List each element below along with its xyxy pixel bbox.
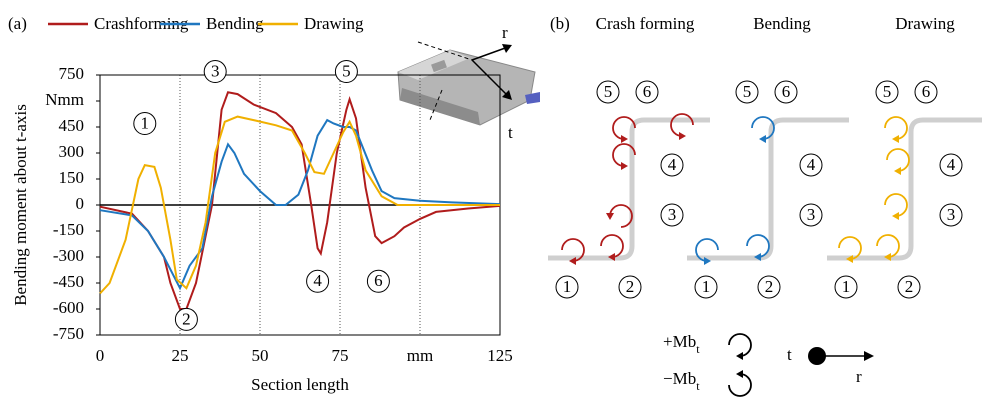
arrow-head [736,370,743,378]
panel-label: (b) [550,14,570,33]
y-tick-label: -600 [53,298,84,317]
legend-subscript: t [696,379,700,393]
number-label: 3 [947,205,956,224]
arrow-head [864,351,874,361]
moment-arrow [877,235,899,257]
number-label: 1 [702,277,711,296]
arrow-head [621,162,628,170]
legend-axis: t [787,345,792,364]
arrow-head [679,132,686,140]
legend-label: Bending [206,14,264,33]
number-label: 5 [883,82,892,101]
column-title: Drawing [895,14,955,33]
y-tick-label: 0 [76,194,85,213]
moment-arrow [885,194,907,216]
number-label: 4 [807,155,816,174]
number-label: 3 [807,205,816,224]
number-label: 3 [668,205,677,224]
column-title: Bending [753,14,811,33]
legend-text: +Mbt [663,332,700,356]
y-tick-label: 750 [59,64,85,83]
y-tick-label: 450 [59,116,85,135]
number-label: 1 [563,277,572,296]
column-title: Crash forming [596,14,695,33]
y-tick-label: -450 [53,272,84,291]
moment-arrow [610,205,632,227]
legend-axis: r [856,367,862,386]
arrow-head [606,213,614,220]
part-sketch [398,42,540,125]
panel-label: (a) [8,14,27,33]
axis-label: t [508,123,513,142]
legend-subscript: t [696,342,700,356]
x-tick-label: 0 [96,346,105,365]
number-label: 4 [668,155,677,174]
arrow-head [621,135,628,143]
y-axis-title: Bending moment about t-axis [11,104,30,306]
number-label: 6 [782,82,791,101]
moment-arrow [729,334,751,356]
y-tick-label: -150 [53,220,84,239]
number-label: 3 [211,61,220,80]
profile [687,120,849,258]
legend-text: −Mbt [663,369,700,393]
number-label: 6 [374,271,383,290]
arrow-head [892,135,899,143]
number-label: 1 [141,113,150,132]
number-label: 1 [842,277,851,296]
x-tick-label: 125 [487,346,513,365]
x-tick-label: 50 [252,346,269,365]
figure: (a) Bending moment about t-axis Section … [0,0,982,405]
axis-label: r [502,23,508,42]
x-tick-label: mm [407,346,433,365]
arrow-head [759,135,766,143]
arrow-head [892,212,899,220]
profile [548,120,710,258]
number-label: 5 [743,82,752,101]
number-label: 2 [182,309,191,328]
number-label: 5 [342,61,351,80]
number-label: 4 [947,155,956,174]
number-label: 4 [313,271,322,290]
y-tick-label: -750 [53,324,84,343]
arrow-head [736,352,743,360]
y-tick-label: -300 [53,246,84,265]
arrow-head [894,167,901,175]
legend-label: Drawing [304,14,364,33]
legend-main: −Mb [663,369,696,388]
y-tick-label: 300 [59,142,85,161]
x-tick-label: 75 [332,346,349,365]
number-label: 5 [604,82,613,101]
number-label: 2 [626,277,635,296]
moment-arrow [887,149,909,171]
moment-arrow [747,235,769,257]
moment-arrow [885,117,907,139]
number-label: 2 [905,277,914,296]
number-label: 6 [922,82,931,101]
legend-main: +Mb [663,332,696,351]
moment-arrow [729,374,751,396]
moment-arrow [601,235,623,257]
number-label: 6 [643,82,652,101]
line-series [100,92,500,309]
number-label: 2 [765,277,774,296]
moment-arrow [671,114,693,136]
x-tick-label: 25 [172,346,189,365]
y-tick-label: Nmm [45,90,84,109]
x-axis-title: Section length [251,375,349,394]
y-tick-label: 150 [59,168,85,187]
